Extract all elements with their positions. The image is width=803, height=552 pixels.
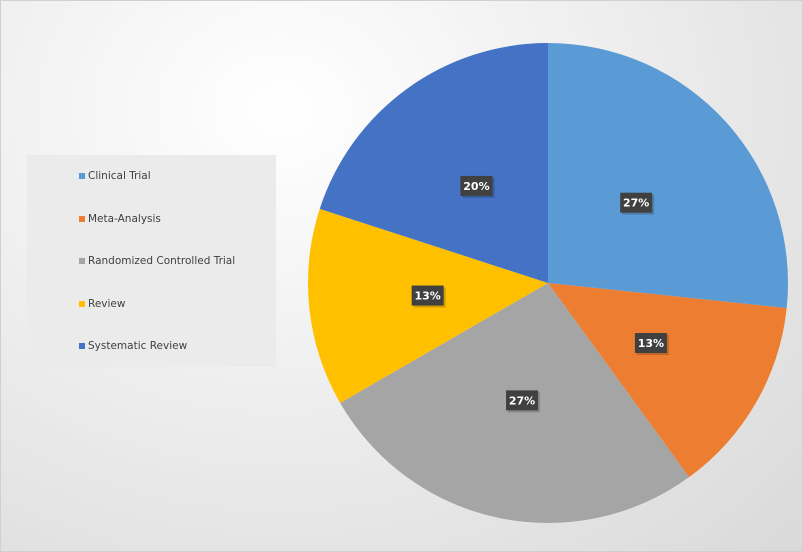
data-label-text: 13%: [414, 290, 440, 303]
legend-label: Randomized Controlled Trial: [88, 255, 236, 267]
legend-item-randomized-controlled-trial[interactable]: Randomized Controlled Trial: [79, 255, 235, 267]
data-label-meta-analysis: 13%: [634, 333, 669, 356]
legend-label: Meta-Analysis: [88, 212, 161, 225]
data-label-systematic-review: 20%: [460, 175, 495, 198]
data-label-box: [460, 175, 493, 196]
legend-item-meta-analysis[interactable]: Meta-Analysis: [79, 213, 161, 225]
legend-swatch: [79, 300, 85, 307]
data-label-text: 27%: [509, 394, 535, 407]
data-label-review: 13%: [411, 285, 446, 308]
data-label-box: [634, 333, 667, 354]
legend-swatch: [79, 258, 85, 264]
legend-label: Review: [88, 297, 126, 310]
data-label-text: 27%: [623, 197, 649, 210]
legend-label: Systematic Review: [88, 340, 188, 352]
legend-item-systematic-review[interactable]: Systematic Review: [79, 340, 187, 352]
pie-slice-meta-analysis[interactable]: [548, 283, 787, 478]
data-label-box: [620, 192, 653, 213]
data-label-text: 20%: [463, 180, 489, 193]
legend-item-review[interactable]: Review: [79, 298, 125, 310]
data-label-box: [506, 390, 539, 411]
pie-slice-systematic-review[interactable]: [319, 43, 548, 283]
pie-slice-review[interactable]: [307, 208, 548, 403]
data-label-text: 13%: [638, 337, 664, 350]
legend-label: Clinical Trial: [88, 170, 151, 182]
legend: Clinical Trial Meta-Analysis Randomized Co…: [27, 155, 276, 367]
data-label-box: [411, 285, 444, 306]
data-label-clinical-trial: 27%: [620, 192, 655, 215]
data-label-randomized-controlled-trial: 27%: [506, 390, 541, 413]
legend-item-clinical-trial[interactable]: Clinical Trial: [79, 170, 151, 182]
pie-slice-clinical-trial[interactable]: [548, 43, 788, 309]
legend-swatch: [79, 215, 85, 222]
legend-swatch: [79, 173, 85, 179]
legend-swatch: [79, 343, 85, 349]
